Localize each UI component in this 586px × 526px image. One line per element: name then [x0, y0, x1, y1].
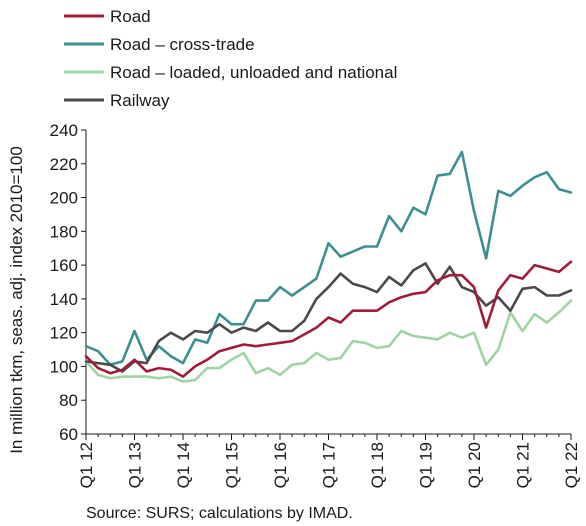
- x-tick-label: Q1 15: [223, 442, 242, 488]
- y-axis-label: In million tkm, seas. adj. index 2010=10…: [7, 146, 26, 454]
- source-note: Source: SURS; calculations by IMAD.: [86, 505, 353, 522]
- y-tick-label: 240: [50, 121, 78, 140]
- legend: Road Road – cross-trade Road – loaded, unl…: [64, 7, 397, 110]
- y-tick-label: 120: [50, 324, 78, 343]
- series-line-3: [84, 262, 573, 373]
- y-tick-label: 140: [50, 290, 78, 309]
- y-tick-label: 160: [50, 256, 78, 275]
- x-tick-label: Q1 17: [320, 442, 339, 488]
- y-tick-label: 200: [50, 189, 78, 208]
- x-tick-label: Q1 22: [562, 442, 581, 488]
- x-tick-label: Q1 20: [465, 442, 484, 488]
- y-tick-label: 180: [50, 222, 78, 241]
- y-tick-label: 60: [59, 425, 78, 444]
- series-line-0: [84, 260, 573, 378]
- series-layer: [84, 150, 573, 383]
- x-tick-label: Q1 21: [514, 442, 533, 488]
- x-tick-label: Q1 14: [174, 442, 193, 488]
- y-axis: 60 80 100 120 140 160 180 200 220 240: [50, 121, 87, 444]
- y-tick-label: 100: [50, 357, 78, 376]
- series-line-1: [84, 150, 573, 367]
- legend-label-2: Road – loaded, unloaded and national: [110, 63, 397, 82]
- legend-label-0: Road: [110, 7, 151, 26]
- x-tick-label: Q1 16: [271, 442, 290, 488]
- series-line-2: [84, 299, 573, 383]
- x-tick-label: Q1 13: [126, 442, 145, 488]
- legend-label-1: Road – cross-trade: [110, 35, 255, 54]
- y-tick-label: 80: [59, 391, 78, 410]
- x-tick-label: Q1 18: [368, 442, 387, 488]
- y-tick-label: 220: [50, 155, 78, 174]
- x-tick-label: Q1 19: [417, 442, 436, 488]
- x-tick-label: Q1 12: [77, 442, 96, 488]
- x-axis: Q1 12 Q1 13 Q1 14 Q1 15 Q1 16 Q1 17 Q1 18 Q1 19…: [77, 433, 581, 488]
- legend-label-3: Railway: [110, 91, 170, 110]
